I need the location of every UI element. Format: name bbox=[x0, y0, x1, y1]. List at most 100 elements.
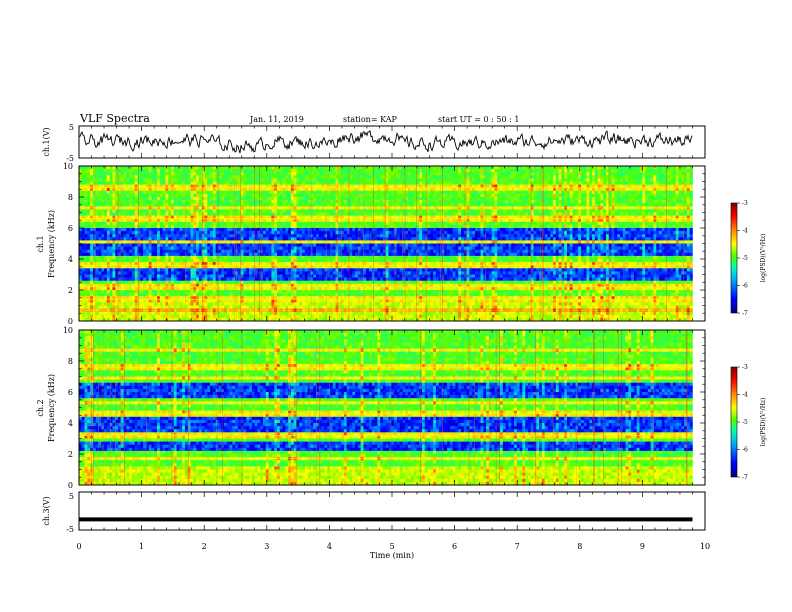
spectrogram-cell bbox=[299, 197, 303, 201]
spectrogram-cell bbox=[134, 212, 138, 216]
spectrogram-cell bbox=[218, 237, 222, 241]
spectrogram-cell bbox=[182, 283, 186, 288]
spectrogram-cell bbox=[196, 265, 200, 269]
spectrogram-cell bbox=[87, 293, 91, 297]
spectrogram-cell bbox=[182, 299, 186, 303]
spectrogram-cell bbox=[279, 209, 283, 213]
spectrogram-cell bbox=[154, 169, 158, 173]
spectrogram-cell bbox=[101, 200, 105, 204]
spectrogram-cell bbox=[285, 212, 289, 216]
spectrogram-cell bbox=[249, 209, 253, 213]
spectrogram-cell bbox=[274, 184, 278, 188]
spectrogram-cell bbox=[210, 224, 214, 229]
spectrogram-cell bbox=[332, 218, 336, 223]
spectrogram-cell bbox=[173, 237, 177, 241]
spectrogram-cell bbox=[293, 166, 297, 170]
spectrogram-cell bbox=[95, 228, 99, 232]
spectrogram-cell bbox=[154, 203, 158, 207]
spectrogram-cell bbox=[137, 296, 141, 300]
spectrogram-cell bbox=[226, 237, 230, 241]
spectrogram-cell bbox=[313, 209, 317, 213]
spectrogram-cell bbox=[120, 311, 124, 316]
spectrogram-cell bbox=[115, 286, 119, 291]
spectrogram-cell bbox=[349, 252, 353, 257]
spectrogram-cell bbox=[90, 252, 94, 257]
spectrogram-cell bbox=[112, 200, 116, 204]
spectrogram-cell bbox=[332, 317, 336, 322]
spectrogram-cell bbox=[159, 172, 163, 176]
spectrogram-cell bbox=[90, 197, 94, 201]
spectrogram-cell bbox=[246, 265, 250, 269]
spectrogram-cell bbox=[87, 175, 91, 179]
spectrogram-cell bbox=[299, 280, 303, 285]
spectrogram-cell bbox=[87, 249, 91, 254]
spectrogram-cell bbox=[335, 265, 339, 269]
spectrogram-cell bbox=[204, 293, 208, 297]
spectrogram-cell bbox=[288, 262, 292, 266]
spectrogram-cell bbox=[84, 190, 88, 195]
spectrogram-cell bbox=[196, 166, 200, 170]
spectrogram-cell bbox=[112, 228, 116, 232]
spectrogram-cell bbox=[332, 221, 336, 226]
spectrogram-cell bbox=[165, 187, 169, 192]
spectrogram-cell bbox=[302, 246, 306, 250]
spectrogram-cell bbox=[290, 175, 295, 179]
spectrogram-cell bbox=[221, 212, 225, 216]
spectrogram-cell bbox=[92, 212, 97, 216]
spectrogram-cell bbox=[302, 283, 306, 288]
spectrogram-cell bbox=[137, 197, 141, 201]
spectrogram-cell bbox=[226, 228, 230, 232]
spectrogram-cell bbox=[115, 302, 119, 306]
spectrogram-cell bbox=[134, 271, 138, 275]
spectrogram-cell bbox=[134, 299, 138, 303]
spectrogram-cell bbox=[352, 228, 356, 232]
spectrogram-cell bbox=[346, 296, 350, 300]
spectrogram-cell bbox=[251, 299, 255, 303]
spectrogram-cell bbox=[229, 249, 233, 254]
spectrogram-cell bbox=[240, 166, 244, 170]
spectrogram-cell bbox=[276, 280, 281, 285]
spectrogram-cell bbox=[349, 271, 353, 275]
spectrogram-cell bbox=[79, 268, 83, 272]
spectrogram-cell bbox=[173, 231, 177, 235]
spectrogram-cell bbox=[237, 249, 242, 254]
spectrogram-cell bbox=[310, 265, 314, 269]
spectrogram-cell bbox=[176, 305, 180, 309]
spectrogram-cell bbox=[168, 252, 172, 257]
spectrogram-cell bbox=[235, 243, 239, 247]
spectrogram-cell bbox=[296, 259, 300, 263]
spectrogram-cell bbox=[95, 296, 99, 300]
spectrogram-cell bbox=[126, 305, 130, 309]
spectrogram-cell bbox=[338, 305, 342, 309]
spectrogram-cell bbox=[176, 234, 180, 238]
spectrogram-cell bbox=[249, 268, 253, 272]
spectrogram-cell bbox=[338, 203, 342, 207]
spectrogram-cell bbox=[249, 286, 253, 291]
spectrogram-cell bbox=[104, 274, 108, 278]
spectrogram-cell bbox=[207, 274, 211, 278]
spectrogram-cell bbox=[215, 268, 219, 272]
spectrogram-cell bbox=[115, 243, 119, 247]
spectrogram-cell bbox=[151, 200, 155, 204]
spectrogram-cell bbox=[87, 221, 91, 226]
spectrogram-cell bbox=[95, 221, 99, 226]
spectrogram-cell bbox=[221, 175, 225, 179]
spectrogram-cell bbox=[84, 290, 88, 294]
spectrogram-cell bbox=[310, 268, 314, 272]
spectrogram-cell bbox=[87, 181, 91, 185]
spectrogram-cell bbox=[338, 314, 342, 319]
spectrogram-cell bbox=[184, 302, 189, 306]
spectrogram-cell bbox=[207, 237, 211, 241]
spectrogram-cell bbox=[246, 286, 250, 291]
spectrogram-cell bbox=[226, 302, 230, 306]
spectrogram-cell bbox=[190, 265, 194, 269]
spectrogram-cell bbox=[112, 218, 116, 223]
spectrogram-cell bbox=[318, 283, 322, 288]
spectrogram-cell bbox=[274, 243, 278, 247]
spectrogram-cell bbox=[159, 184, 163, 188]
spectrogram-cell bbox=[106, 246, 110, 250]
spectrogram-cell bbox=[129, 252, 133, 257]
spectrogram-cell bbox=[87, 255, 91, 260]
spectrogram-cell bbox=[90, 200, 94, 204]
spectrogram-cell bbox=[302, 311, 306, 316]
